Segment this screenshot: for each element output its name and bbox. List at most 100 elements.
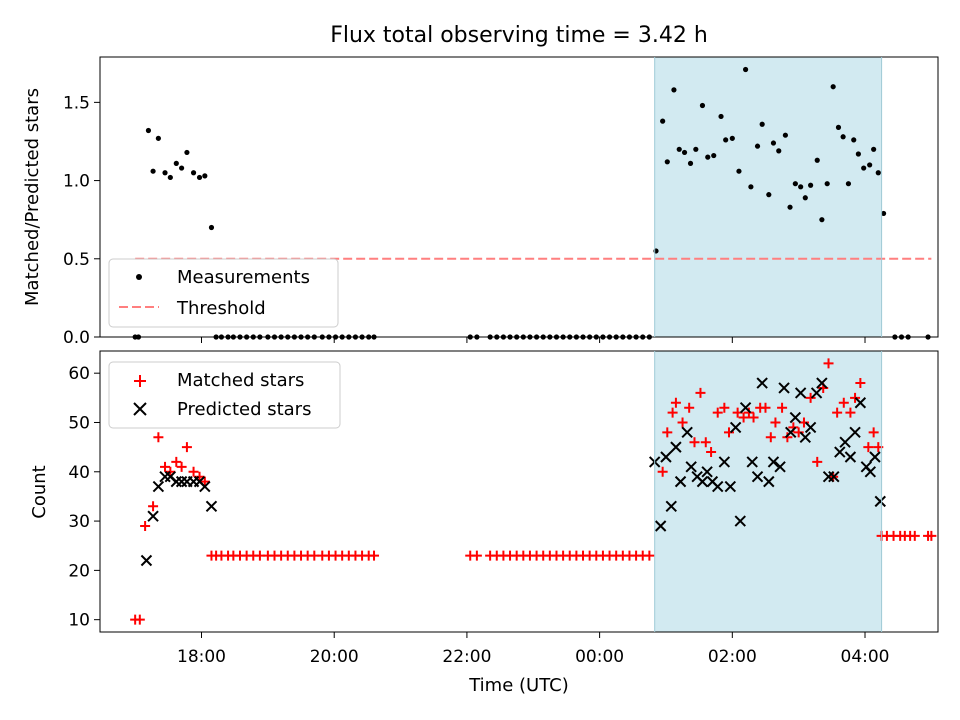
predicted-star-point — [784, 426, 797, 439]
matched-star-point — [832, 407, 843, 418]
matched-star-point — [812, 456, 823, 467]
measurement-point — [208, 224, 215, 231]
bottom-y-axis-label: Count — [29, 465, 50, 518]
measurement-point — [723, 137, 729, 143]
matched-star-point — [793, 427, 804, 438]
predicted-star-point — [712, 480, 724, 493]
matched-star-point — [712, 407, 723, 418]
matched-star-point — [777, 402, 788, 413]
measurement-point — [729, 135, 735, 141]
measurement-point — [718, 113, 724, 120]
matched-star-point — [670, 397, 681, 408]
predicted-star-point — [804, 421, 817, 434]
matched-star-point — [165, 466, 176, 477]
matched-star-point — [909, 530, 920, 541]
measurement-point — [711, 152, 717, 159]
measurement-point — [835, 124, 842, 130]
predicted-star-point — [729, 421, 742, 434]
predicted-star-point — [660, 451, 672, 463]
predicted-star-point — [763, 475, 775, 488]
predicted-star-point — [778, 382, 790, 394]
top-legend: Measurements Threshold — [108, 258, 339, 328]
measurement-point — [754, 143, 761, 149]
measurement-point — [845, 181, 852, 187]
predicted-star-point — [746, 456, 758, 468]
predicted-star-point — [718, 456, 731, 468]
measurement-point — [167, 174, 173, 181]
predicted-star-point — [147, 510, 159, 522]
top-axes-frame — [99, 56, 939, 338]
matched-star-point — [369, 550, 380, 561]
predicted-star-point — [789, 411, 802, 424]
measurement-point — [851, 137, 857, 143]
top-legend-box — [108, 258, 339, 328]
top-ytick-label: 0.0 — [63, 328, 90, 348]
measurement-point — [814, 157, 820, 163]
measurement-point — [196, 174, 203, 181]
measurement-point — [861, 165, 867, 171]
measurement-point — [875, 170, 881, 176]
predicted-star-point — [681, 426, 693, 439]
matched-star-point — [823, 358, 834, 369]
predicted-star-point — [751, 471, 764, 483]
bottom-ytick-label: 40 — [68, 463, 90, 483]
measurement-point — [664, 159, 670, 165]
matched-star-point — [657, 466, 668, 477]
measurement-point — [693, 146, 699, 152]
predicted-star-point — [854, 397, 867, 409]
matched-star-point — [181, 442, 192, 453]
matched-star-point — [926, 530, 937, 541]
bottom-axes-frame — [99, 350, 939, 633]
measurement-point — [742, 66, 749, 73]
predicted-star-point — [756, 377, 768, 389]
bottom-ytick-label: 20 — [68, 561, 90, 581]
bottom-xtick-label: 00:00 — [575, 647, 624, 667]
bottom-observing-window-shade — [654, 351, 882, 632]
matched-star-point — [850, 392, 861, 403]
predicted-star-point — [869, 451, 881, 463]
predicted-star-point — [734, 515, 746, 527]
predicted-star-point — [674, 475, 687, 488]
measurement-point — [798, 184, 804, 190]
matched-star-point — [199, 476, 210, 487]
matched-star-point — [148, 501, 159, 512]
matched-star-point — [188, 466, 199, 477]
predicted-star-point — [839, 436, 851, 448]
measurement-point — [787, 204, 793, 210]
predicted-star-point — [774, 461, 786, 473]
measurement-point — [155, 135, 161, 141]
matched-star-point — [838, 397, 849, 408]
measurement-point — [173, 160, 179, 166]
predicted-star-point — [874, 495, 886, 508]
matched-star-point — [153, 432, 164, 443]
predicted-star-point — [799, 431, 812, 443]
predicted-star-point — [849, 426, 861, 439]
legend-predicted-marker — [133, 402, 147, 416]
measurement-point — [676, 146, 682, 152]
bottom-y-axis: 10 20 30 40 50 60 — [68, 364, 100, 631]
measurement-point — [687, 160, 694, 166]
predicted-star-point — [670, 441, 682, 453]
legend-matched-label: Matched stars — [177, 370, 304, 391]
legend-predicted-label: Predicted stars — [177, 399, 311, 420]
measurement-point — [660, 118, 666, 124]
matched-star-point — [677, 417, 688, 428]
matched-star-point — [194, 471, 205, 482]
measurement-point — [190, 170, 197, 176]
predicted-star-point — [696, 475, 709, 488]
legend-matched-marker — [134, 375, 146, 387]
legend-measurements-label: Measurements — [177, 267, 310, 288]
matched-star-point — [738, 412, 749, 423]
top-y-axis: 0.0 0.5 1.0 1.5 — [63, 93, 100, 348]
matched-star-point — [706, 447, 717, 458]
measurement-point — [782, 132, 788, 138]
matched-star-point — [134, 614, 145, 625]
matched-star-point — [160, 461, 171, 472]
predicted-star-point — [864, 466, 877, 478]
matched-star-point — [684, 402, 695, 413]
predicted-star-point — [794, 387, 807, 399]
matched-star-point — [863, 442, 874, 453]
top-measurement-points — [132, 66, 931, 340]
bottom-count-points — [130, 358, 937, 625]
measurement-point — [179, 165, 185, 171]
